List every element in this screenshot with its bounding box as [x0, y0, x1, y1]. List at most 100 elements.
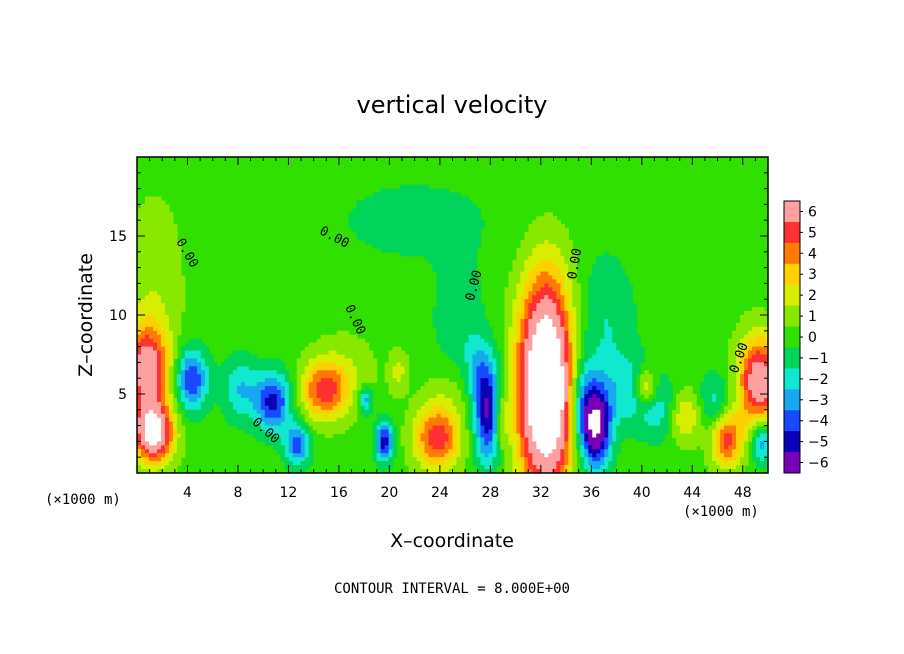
field-cell	[748, 315, 753, 320]
field-cell	[256, 370, 262, 375]
field-cell	[460, 425, 466, 431]
field-cell	[560, 370, 565, 375]
field-cell	[592, 291, 597, 296]
field-cell	[552, 429, 557, 435]
field-cell	[552, 386, 557, 391]
field-cell	[616, 342, 621, 348]
field-cell	[160, 303, 166, 308]
field-cell	[612, 382, 617, 387]
field-cell	[236, 374, 242, 379]
field-cell	[588, 382, 593, 387]
field-cell	[548, 232, 553, 237]
field-cell	[764, 334, 768, 340]
field-cell	[644, 429, 649, 435]
field-cell	[288, 413, 294, 419]
field-cell	[548, 382, 553, 387]
field-cell	[308, 421, 314, 427]
field-cell	[708, 401, 713, 407]
field-cell	[544, 386, 549, 391]
field-cell	[568, 382, 573, 387]
field-cell	[660, 405, 665, 411]
field-cell	[740, 394, 745, 399]
field-cell	[436, 394, 442, 399]
field-cell	[416, 409, 422, 415]
field-cell	[164, 350, 170, 356]
field-cell	[252, 386, 258, 391]
field-cell	[556, 318, 561, 324]
field-cell	[272, 421, 278, 427]
field-cell	[316, 405, 322, 411]
field-cell	[256, 394, 262, 399]
field-cell	[740, 338, 745, 344]
field-cell	[484, 358, 490, 363]
field-cell	[408, 251, 414, 257]
field-cell	[412, 224, 418, 229]
field-cell	[548, 409, 553, 415]
field-cell	[372, 243, 378, 249]
field-cell	[452, 409, 458, 415]
field-cell	[764, 342, 768, 348]
field-cell	[516, 330, 521, 336]
field-cell	[472, 295, 478, 300]
field-cell	[520, 326, 525, 332]
field-cell	[632, 401, 637, 407]
field-cell	[552, 362, 557, 367]
field-cell	[420, 204, 426, 209]
field-cell	[460, 421, 466, 427]
field-cell	[280, 362, 286, 367]
field-cell	[524, 433, 529, 439]
field-cell	[428, 188, 434, 194]
field-cell	[748, 338, 753, 344]
field-cell	[324, 362, 330, 367]
field-cell	[176, 315, 182, 320]
field-cell	[620, 267, 625, 273]
field-cell	[460, 208, 466, 213]
field-cell	[508, 394, 513, 399]
field-cell	[476, 354, 482, 360]
field-cell	[220, 405, 226, 411]
field-cell	[632, 342, 637, 348]
field-cell	[312, 390, 318, 395]
field-cell	[144, 370, 150, 375]
field-cell	[564, 263, 569, 269]
field-cell	[560, 307, 565, 312]
field-cell	[144, 291, 150, 296]
field-cell	[640, 405, 645, 411]
field-cell	[532, 311, 537, 316]
field-cell	[620, 346, 625, 352]
field-cell	[684, 425, 689, 431]
field-cell	[596, 311, 601, 316]
field-cell	[548, 401, 553, 407]
field-cell	[476, 386, 482, 391]
field-cell	[316, 350, 322, 356]
field-cell	[172, 311, 178, 316]
field-cell	[472, 212, 478, 217]
field-cell	[472, 334, 478, 340]
field-cell	[728, 366, 733, 371]
field-cell	[716, 433, 721, 439]
field-cell	[560, 291, 565, 296]
field-cell	[164, 338, 170, 344]
field-cell	[564, 322, 569, 328]
field-cell	[156, 346, 162, 352]
field-cell	[408, 232, 414, 237]
field-cell	[360, 366, 366, 371]
field-cell	[584, 386, 589, 391]
field-cell	[436, 307, 442, 312]
field-cell	[584, 354, 589, 360]
field-cell	[464, 390, 470, 395]
field-cell	[320, 413, 326, 419]
field-cell	[704, 378, 709, 383]
field-cell	[708, 397, 713, 403]
field-cell	[436, 421, 442, 427]
field-cell	[468, 397, 474, 403]
field-cell	[288, 394, 294, 399]
field-cell	[148, 291, 154, 296]
field-cell	[544, 247, 549, 253]
field-cell	[180, 437, 186, 442]
field-cell	[440, 243, 446, 249]
field-cell	[164, 212, 170, 217]
field-cell	[448, 342, 454, 348]
field-cell	[544, 354, 549, 360]
field-cell	[264, 429, 270, 435]
